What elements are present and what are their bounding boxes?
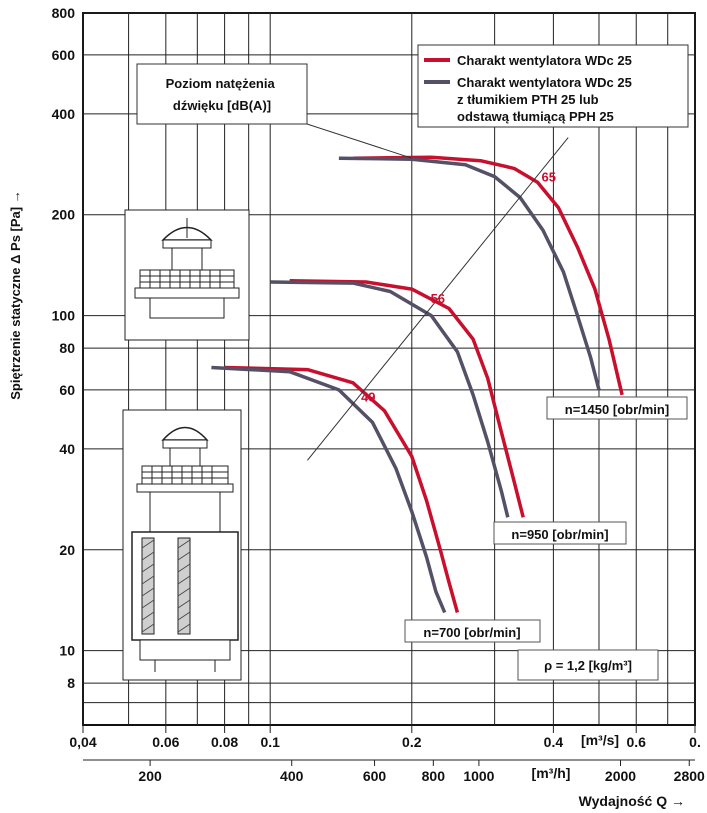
x-unit-m3s: [m³/s]: [581, 732, 619, 748]
speed-label-1450: n=1450 [obr/min]: [546, 396, 688, 420]
series-line-3: [270, 280, 510, 518]
sound-level-leader: [306, 123, 412, 159]
fan-drawing-bottom: [122, 409, 242, 681]
legend-label-red: Charakt wentylatora WDc 25: [457, 53, 632, 68]
svg-text:Poziom natężenia dźwięku: Poziom natężenia dźwięku [dB(A)]: [166, 76, 279, 113]
sound-level-line: [307, 137, 569, 461]
legend-label-gray: Charakt wentylatora WDc 25 z tłumikiem P…: [457, 75, 635, 124]
series-line-5: [211, 365, 447, 614]
y-tick-labels: 8 10 20 40 60 80 100 200 400 600 800: [52, 5, 76, 691]
x-tick-labels-m3s: 0,04 0.06 0.08 0.1 0.2 0.4 0.6 0.: [69, 734, 700, 750]
x-tick-labels-m3h: 200 400 600 800 1000 2000 2800: [138, 768, 705, 784]
y-tick-label: 8: [67, 675, 75, 691]
x-tick-label: 0.1: [260, 734, 280, 750]
sound-level-label: 49: [361, 389, 375, 404]
y-tick-label: 80: [59, 340, 75, 356]
x-unit-m3h: [m³/h]: [532, 765, 571, 781]
x-tick-label: 0.06: [152, 734, 179, 750]
x-axis-label: Wydajność Q →: [579, 793, 685, 809]
y-tick-label: 40: [59, 441, 75, 457]
sound-level-label: 65: [541, 170, 555, 185]
y-tick-label: 400: [52, 106, 76, 122]
y-tick-label: 200: [52, 207, 76, 223]
sound-level-label: 56: [431, 291, 445, 306]
speed-label-700: n=700 [obr/min]: [404, 619, 541, 643]
fan-curves: [211, 155, 624, 614]
annotations: 65 56 49: [306, 123, 569, 461]
y-tick-label: 60: [59, 382, 75, 398]
y-tick-label: 100: [52, 308, 76, 324]
fan-drawing-top: [124, 209, 250, 341]
series-line-4: [224, 365, 460, 613]
svg-text:n=700 [obr/min]: n=700 [obr/min]: [423, 625, 520, 640]
x-tick-label: 0.2: [402, 734, 422, 750]
x-tick-label: 0.6: [626, 734, 646, 750]
series-line-1: [338, 156, 601, 391]
x2-tick-label: 2000: [605, 768, 636, 784]
x-tick-label: 0.: [689, 734, 701, 750]
x-tick-label: 0.4: [544, 734, 564, 750]
svg-text:n=950 [obr/min]: n=950 [obr/min]: [511, 527, 608, 542]
x2-tick-label: 400: [280, 768, 304, 784]
legend: Charakt wentylatora WDc 25 Charakt wenty…: [417, 44, 689, 128]
speed-label-950: n=950 [obr/min]: [493, 521, 627, 545]
y-axis-label: Spiętrzenie statyczne Δ Ps [Pa] →: [8, 190, 23, 399]
density-box: ρ = 1,2 [kg/m³]: [517, 649, 659, 681]
y-tick-label: 10: [59, 643, 75, 659]
y-tick-label: 20: [59, 542, 75, 558]
x2-tick-label: 600: [363, 768, 387, 784]
y-tick-label: 600: [52, 47, 76, 63]
y-tick-label: 800: [52, 5, 76, 21]
x-tick-label: 0.08: [211, 734, 238, 750]
x-tick-label: 0,04: [69, 734, 96, 750]
series-line-0: [352, 155, 624, 396]
x2-tick-label: 800: [422, 768, 446, 784]
svg-text:ρ = 1,2 [kg/m³]: ρ = 1,2 [kg/m³]: [544, 658, 632, 673]
svg-text:n=1450 [obr/min]: n=1450 [obr/min]: [565, 402, 669, 417]
x2-tick-label: 1000: [463, 768, 494, 784]
x2-tick-label: 200: [138, 768, 162, 784]
x2-tick-label: 2800: [674, 768, 705, 784]
series-line-2: [289, 279, 525, 518]
sound-level-box: Poziom natężenia dźwięku [dB(A)]: [136, 63, 308, 125]
